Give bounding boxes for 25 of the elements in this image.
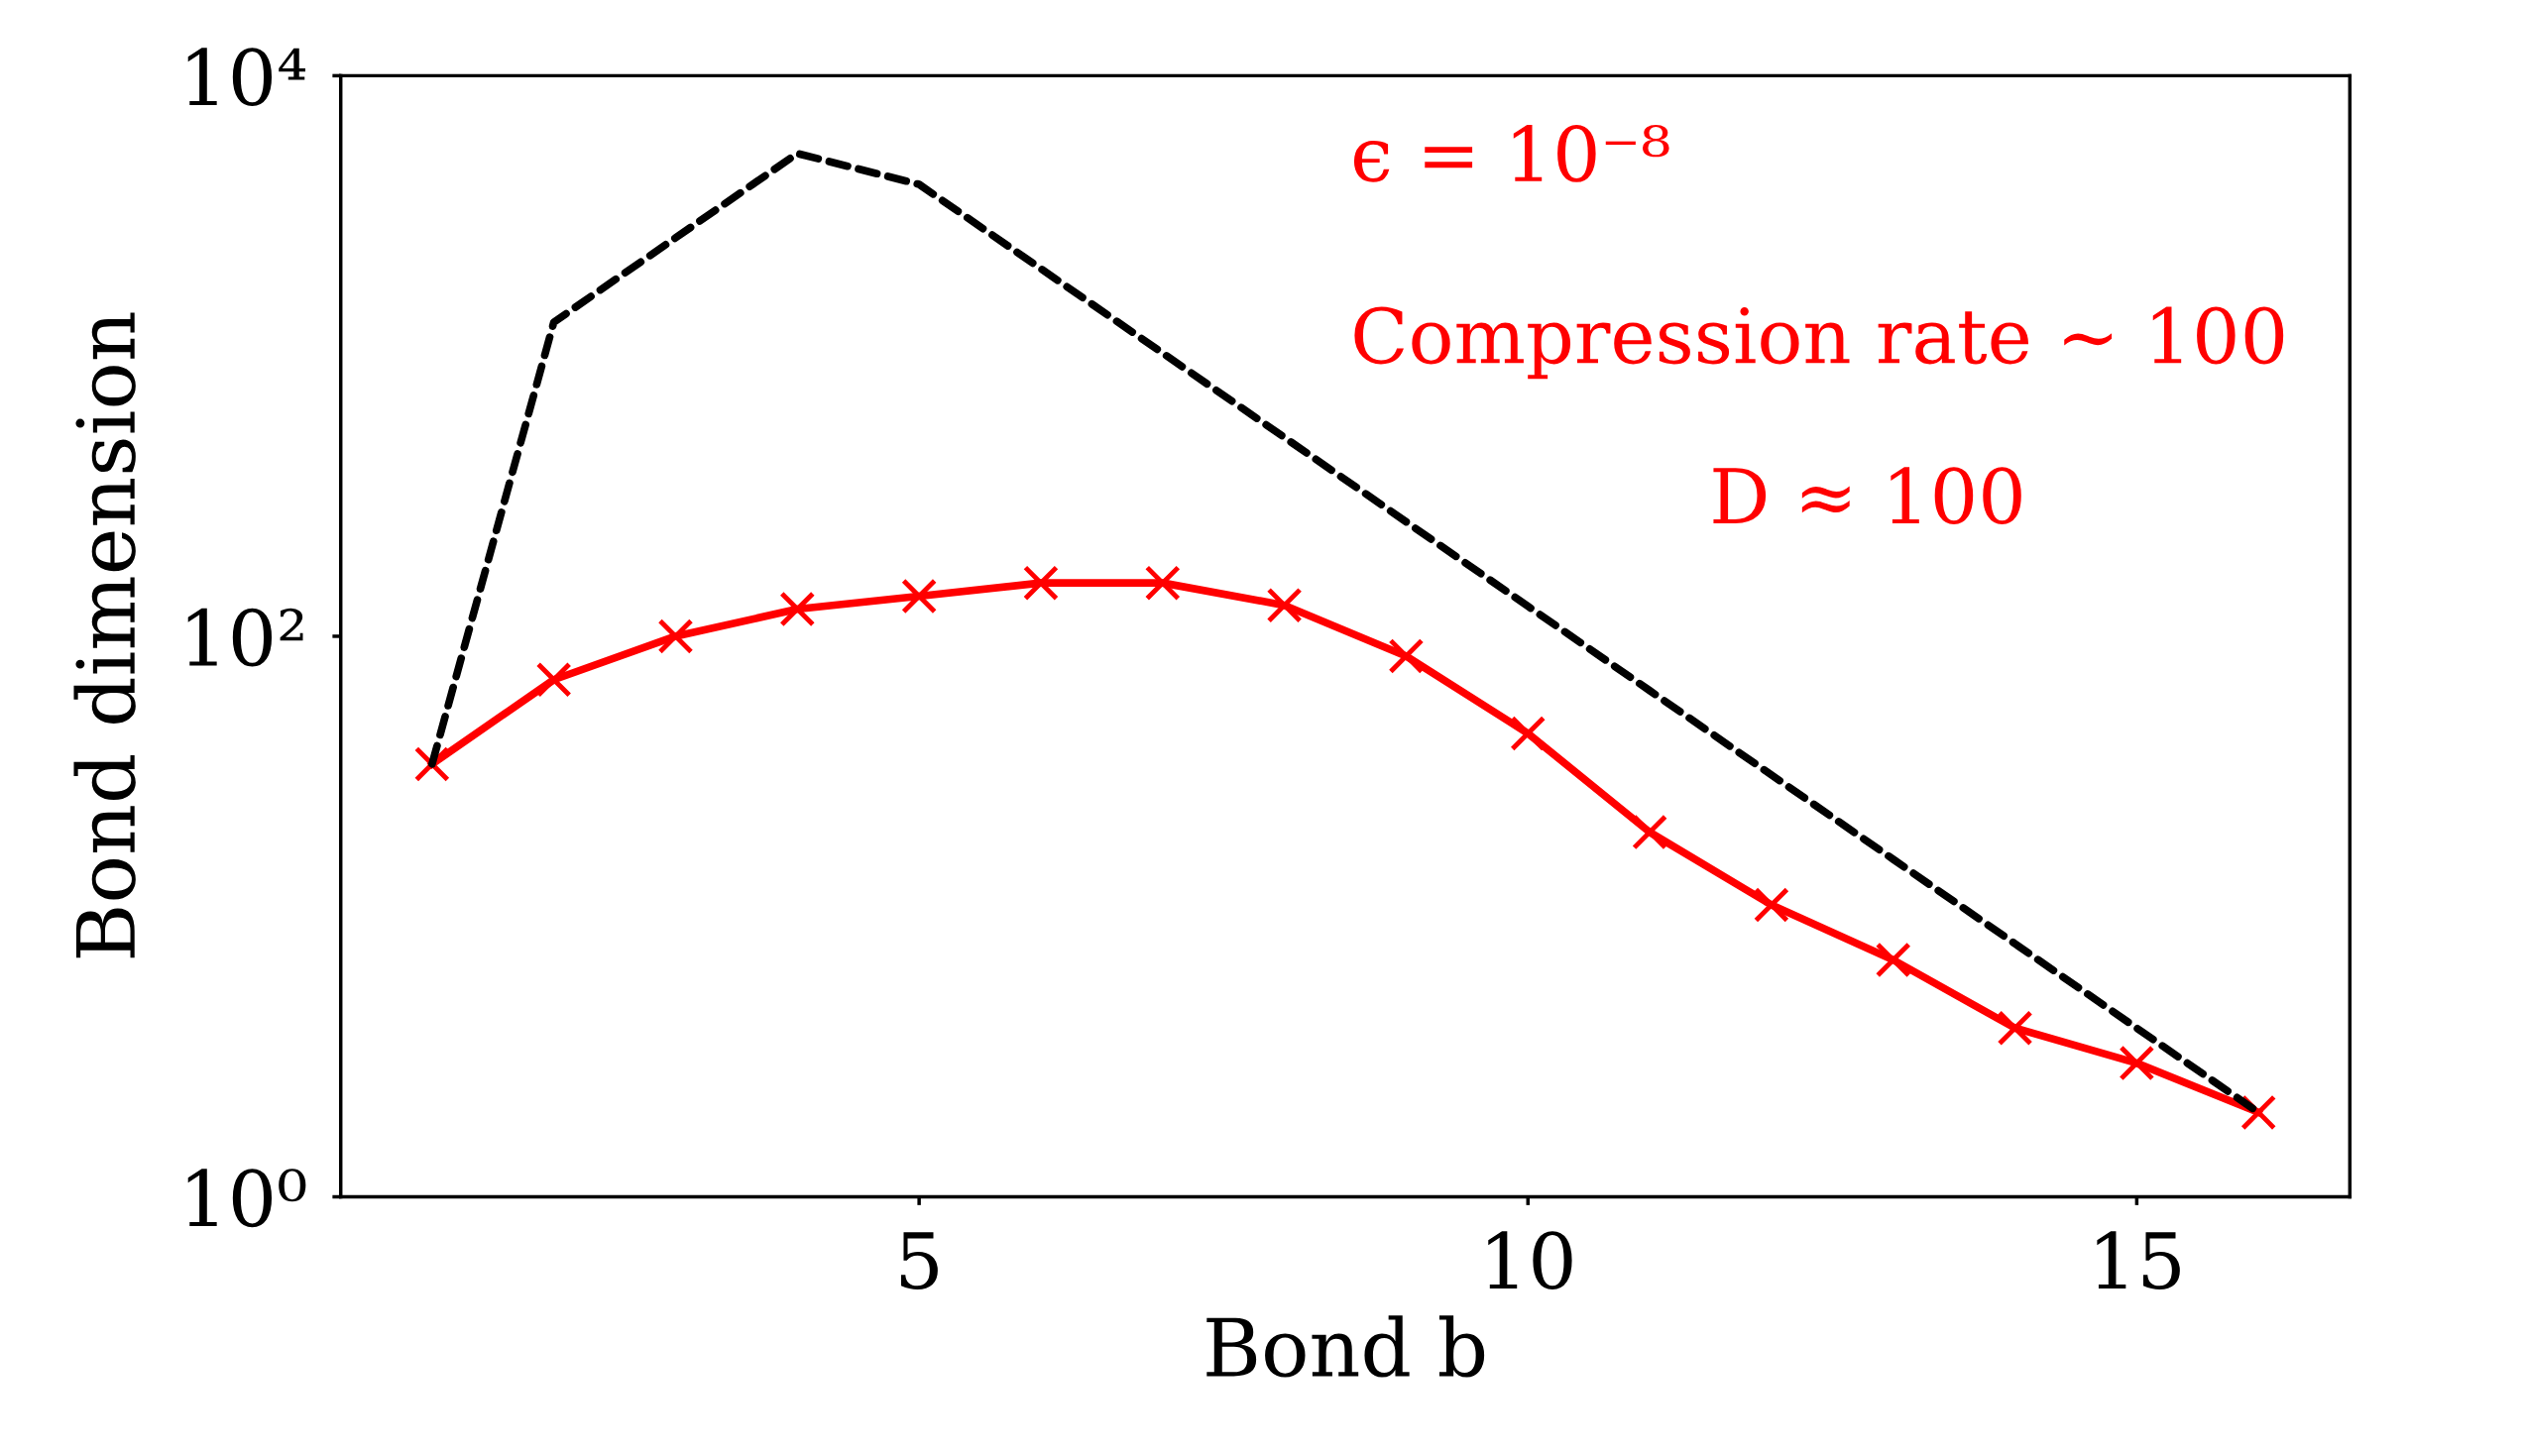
point (1510, 716, 1547, 751)
point (1632, 814, 1668, 850)
point (1753, 887, 1789, 923)
point (2119, 1045, 2155, 1081)
point (1997, 1010, 2033, 1047)
annotation: ϵ = 10⁻⁸ (1353, 124, 1669, 182)
annotation: Compression rate ~ 100 (1354, 306, 2284, 380)
point (779, 591, 816, 627)
x-tick-label: 15 (2097, 1231, 2180, 1290)
point (1875, 942, 1911, 978)
y-tick-label: 10⁰ (187, 1169, 306, 1228)
x-axis-title: Bond b (1206, 1315, 1485, 1378)
point (1388, 637, 1425, 674)
x-tick-label: 5 (901, 1232, 938, 1290)
annotation: D ≈ 100 (1713, 467, 2021, 524)
y-axis-title: Bond dimension (73, 312, 136, 958)
point (657, 617, 694, 654)
y-tick-label: 10² (187, 608, 303, 667)
point (1144, 565, 1181, 602)
point (1023, 565, 1059, 602)
x-tick-label: 10 (1488, 1231, 1572, 1290)
point (535, 661, 572, 698)
point (1266, 587, 1303, 623)
y-tick-label: 10⁴ (187, 48, 305, 107)
point (901, 578, 938, 615)
